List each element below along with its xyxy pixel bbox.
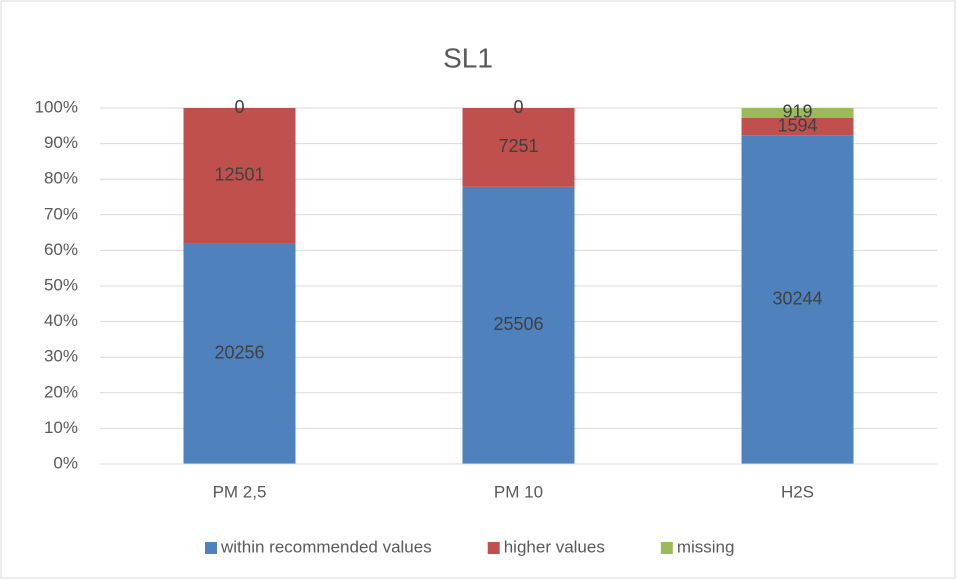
legend-label: higher values — [504, 537, 605, 556]
y-tick-label: 80% — [44, 169, 78, 188]
y-tick-label: 40% — [44, 311, 78, 330]
y-tick-label: 100% — [35, 97, 78, 116]
data-label: 30244 — [772, 288, 822, 308]
y-tick-label: 0% — [53, 453, 78, 472]
legend-label: missing — [677, 537, 735, 556]
legend-swatch — [487, 542, 500, 554]
bar-segment — [741, 108, 854, 118]
data-label: 0 — [513, 97, 523, 117]
data-label: 25506 — [493, 314, 543, 334]
y-tick-label: 30% — [44, 347, 78, 366]
legend-swatch — [205, 542, 217, 554]
y-tick-label: 70% — [44, 204, 78, 223]
x-tick-label: PM 10 — [494, 482, 543, 501]
legend-swatch — [660, 542, 673, 554]
bar-segment — [183, 108, 296, 244]
y-tick-label: 50% — [44, 275, 78, 294]
x-tick-label: H2S — [781, 482, 814, 501]
bar-segment — [183, 243, 296, 464]
data-label: 20256 — [214, 343, 264, 363]
data-label: 7251 — [498, 136, 538, 156]
data-label: 12501 — [214, 165, 264, 185]
x-tick-label: PM 2,5 — [213, 482, 267, 501]
bar-segment — [462, 108, 575, 187]
y-tick-label: 20% — [44, 382, 78, 401]
data-label: 0 — [234, 97, 244, 117]
y-tick-label: 60% — [44, 240, 78, 259]
data-label: 1594 — [777, 115, 817, 135]
bar-segment — [741, 135, 854, 465]
data-label: 919 — [782, 102, 812, 122]
chart-title: SL1 — [443, 42, 493, 73]
bar-segment — [462, 186, 575, 464]
y-tick-label: 90% — [44, 133, 78, 152]
bar-segment — [741, 117, 854, 136]
y-tick-label: 10% — [44, 418, 78, 437]
legend-label: within recommended values — [220, 537, 432, 556]
